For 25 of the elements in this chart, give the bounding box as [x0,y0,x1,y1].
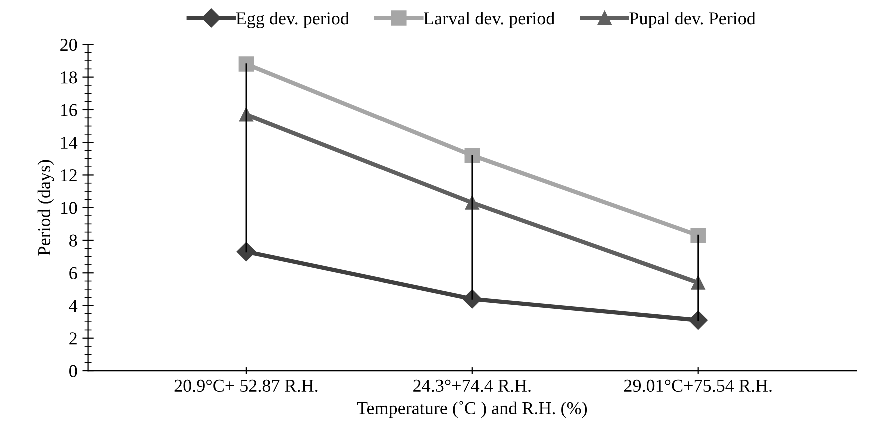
y-tick-label: 16 [61,104,78,116]
y-tick-label: 10 [61,202,78,214]
y-tick-label: 0 [70,365,78,378]
point [236,242,256,262]
y-tick-label: 6 [70,267,78,280]
point [464,148,480,164]
legend-label: Pupal dev. Period [630,12,756,28]
x-tick-label: 29.01°C+75.54 R.H. [624,380,772,392]
y-tick-label: 14 [61,136,78,149]
x-axis-title: Temperature (˚C ) and R.H. (%) [357,401,588,418]
legend-label: Egg dev. period [236,12,350,28]
y-tick-label: 20 [60,38,78,52]
point [688,310,708,330]
point [462,290,482,309]
y-tick-label: 2 [70,332,77,345]
y-axis-title: Period (days) [38,160,54,256]
y-tick-label: 4 [69,300,78,312]
point [690,228,706,244]
y-tick-label: 8 [70,234,78,247]
y-tick-label: 18 [61,72,78,84]
legend-label: Larval dev. period [424,12,555,28]
x-tick-label: 24.3°+74.4 R.H. [414,380,531,392]
y-tick-label: 12 [61,170,77,182]
point [238,56,254,72]
x-tick-label: 20.9°C+ 52.87 R.H. [174,380,318,392]
